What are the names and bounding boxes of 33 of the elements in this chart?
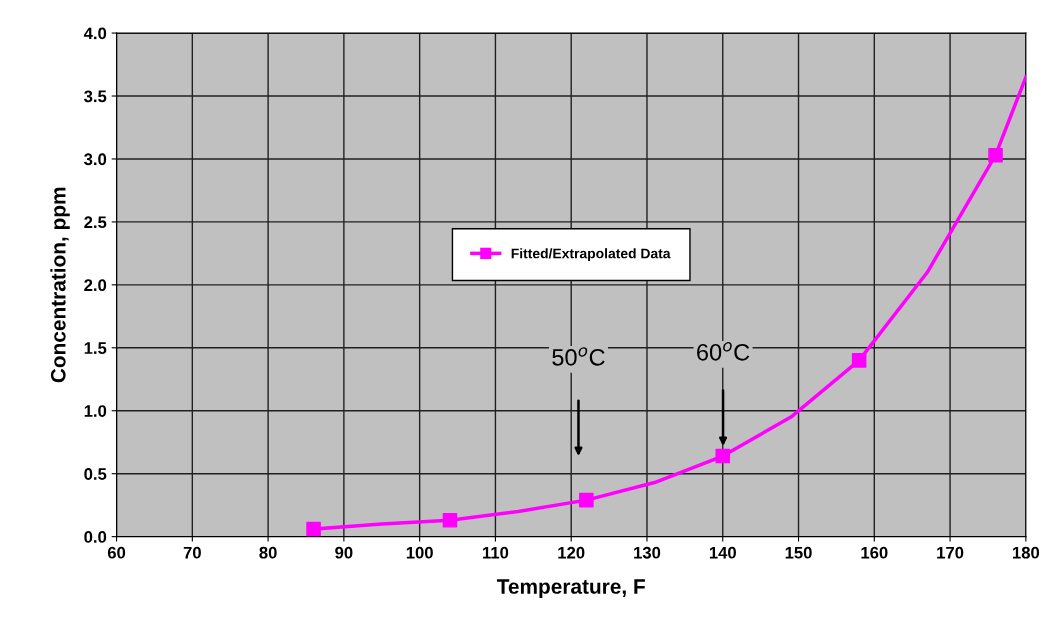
x-tick-label: 100 [406,546,433,559]
x-tick-label: 160 [861,546,888,559]
y-axis-title: Concentration, ppm [50,187,70,383]
y-tick-label: 2.0 [84,279,107,292]
point [988,147,1003,163]
x-tick-label: 150 [785,546,812,559]
legend-label: Fitted/Extrapolated Data [511,248,671,262]
point [306,521,321,537]
y-tick-label: 1.0 [84,405,107,417]
x-tick-label: 130 [634,546,661,559]
point [851,353,867,368]
x-tick-label: 70 [183,546,201,559]
x-tick-label: 80 [259,546,277,559]
x-axis-title: Temperature, F [496,579,645,598]
x-tick-label: 60 [107,546,126,559]
y-tick-label: 1.5 [84,342,107,355]
y-tick-label: 3.5 [84,90,107,103]
x-tick-label: 90 [335,546,353,559]
x-tick-label: 120 [558,546,585,559]
x-tick-label: 110 [483,546,509,559]
x-tick-label: 170 [937,546,964,559]
y-tick-label: 0.5 [84,468,107,480]
point [442,512,458,528]
x-tick-label: 180 [1013,546,1040,559]
x-tick-label: 140 [709,546,736,559]
y-tick-label: 0.0 [84,531,107,543]
annotation: 60$^{o}$C [697,342,750,361]
point [579,492,594,508]
point [715,448,731,464]
y-tick-label: 4.0 [83,27,107,40]
y-tick-label: 2.5 [84,216,107,229]
y-tick-label: 3.0 [84,153,107,166]
annotation: 50$^{o}$C [552,347,605,366]
